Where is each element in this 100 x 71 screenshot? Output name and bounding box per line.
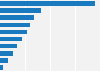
Bar — [0, 44, 17, 48]
Bar — [0, 58, 8, 63]
Bar — [0, 8, 41, 13]
Bar — [0, 37, 22, 41]
Bar — [0, 51, 12, 56]
Bar — [0, 1, 95, 6]
Bar — [0, 30, 27, 34]
Bar — [0, 23, 30, 27]
Bar — [0, 65, 4, 70]
Bar — [0, 15, 34, 20]
